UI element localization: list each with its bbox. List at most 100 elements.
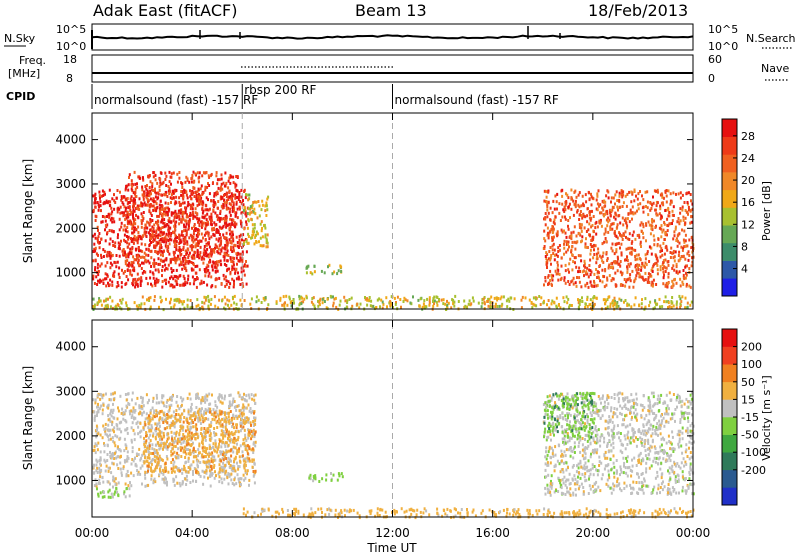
echo-cell — [246, 226, 249, 230]
echo-cell — [556, 192, 559, 196]
echo-cell — [182, 259, 185, 263]
echo-cell — [149, 220, 152, 224]
echo-cell — [124, 393, 127, 396]
echo-cell — [547, 233, 550, 237]
echo-cell — [611, 299, 614, 303]
echo-cell — [409, 301, 412, 305]
echo-cell — [161, 274, 163, 278]
echo-cell — [548, 306, 551, 310]
echo-cell — [208, 207, 211, 211]
echo-cell — [182, 420, 185, 424]
echo-cell — [564, 203, 567, 207]
echo-cell — [209, 407, 212, 411]
echo-cell — [206, 247, 209, 251]
echo-cell — [556, 263, 559, 267]
echo-cell — [230, 472, 233, 476]
echo-cell — [610, 200, 612, 204]
echo-cell — [663, 252, 666, 256]
echo-cell — [191, 238, 194, 242]
echo-cell — [646, 252, 649, 256]
echo-cell — [173, 285, 176, 289]
echo-cell — [187, 200, 190, 204]
echo-cell — [228, 394, 231, 397]
echo-cell — [173, 440, 176, 444]
echo-cell — [97, 432, 100, 436]
echo-cell — [178, 437, 181, 441]
echo-cell — [565, 200, 568, 203]
echo-cell — [321, 301, 324, 305]
echo-cell — [690, 246, 693, 250]
echo-cell — [92, 194, 95, 198]
echo-cell — [102, 490, 105, 494]
echo-cell — [224, 236, 227, 240]
echo-cell — [207, 407, 210, 411]
echo-cell — [107, 490, 110, 494]
echo-cell — [145, 194, 148, 198]
echo-cell — [111, 280, 114, 284]
echo-cell — [586, 220, 589, 224]
echo-cell — [679, 207, 682, 211]
echo-cell — [191, 176, 194, 180]
echo-cell — [633, 199, 636, 203]
echo-cell — [126, 259, 129, 263]
echo-cell — [100, 262, 103, 266]
echo-cell — [185, 229, 188, 233]
echo-cell — [213, 203, 216, 207]
echo-cell — [175, 275, 178, 279]
echo-cell — [166, 238, 169, 242]
echo-cell — [93, 194, 96, 198]
echo-cell — [551, 299, 554, 303]
echo-cell — [161, 205, 164, 209]
echo-cell — [165, 240, 168, 244]
echo-cell — [550, 227, 553, 231]
echo-cell — [266, 197, 269, 201]
echo-cell — [241, 426, 244, 430]
echo-cell — [140, 429, 143, 433]
echo-cell — [154, 195, 157, 199]
echo-cell — [679, 211, 682, 215]
echo-cell — [583, 264, 585, 268]
echo-cell — [156, 222, 159, 226]
echo-cell — [194, 215, 197, 219]
echo-cell — [223, 184, 226, 188]
echo-cell — [117, 304, 120, 307]
echo-cell — [131, 227, 134, 231]
echo-cell — [239, 241, 242, 245]
echo-cell — [140, 221, 143, 225]
echo-cell — [132, 459, 135, 463]
echo-cell — [649, 300, 652, 304]
echo-cell — [161, 468, 164, 472]
echo-cell — [568, 270, 570, 274]
echo-cell — [198, 407, 201, 411]
echo-cell — [134, 409, 137, 412]
echo-cell — [110, 216, 113, 220]
echo-cell — [589, 280, 592, 284]
echo-cell — [190, 438, 193, 442]
echo-cell — [224, 171, 227, 175]
echo-cell — [207, 174, 210, 178]
echo-cell — [251, 223, 254, 227]
echo-cell — [151, 232, 154, 236]
echo-cell — [146, 184, 148, 187]
echo-cell — [656, 213, 659, 217]
echo-cell — [197, 465, 199, 469]
echo-cell — [312, 302, 315, 306]
echo-cell — [180, 240, 183, 244]
echo-cell — [233, 206, 236, 210]
echo-cell — [176, 297, 179, 301]
echo-cell — [127, 255, 130, 259]
echo-cell — [108, 417, 111, 421]
echo-cell — [245, 439, 248, 442]
echo-cell — [170, 267, 173, 271]
echo-cell — [157, 257, 160, 261]
echo-cell — [684, 257, 687, 261]
echo-cell — [179, 253, 182, 257]
echo-cell — [131, 458, 134, 461]
echo-cell — [616, 199, 619, 202]
echo-cell — [128, 409, 131, 413]
echo-cell — [247, 241, 250, 245]
echo-cell — [170, 396, 173, 400]
echo-cell — [221, 450, 223, 454]
echo-cell — [230, 438, 233, 442]
echo-cell — [139, 411, 142, 415]
